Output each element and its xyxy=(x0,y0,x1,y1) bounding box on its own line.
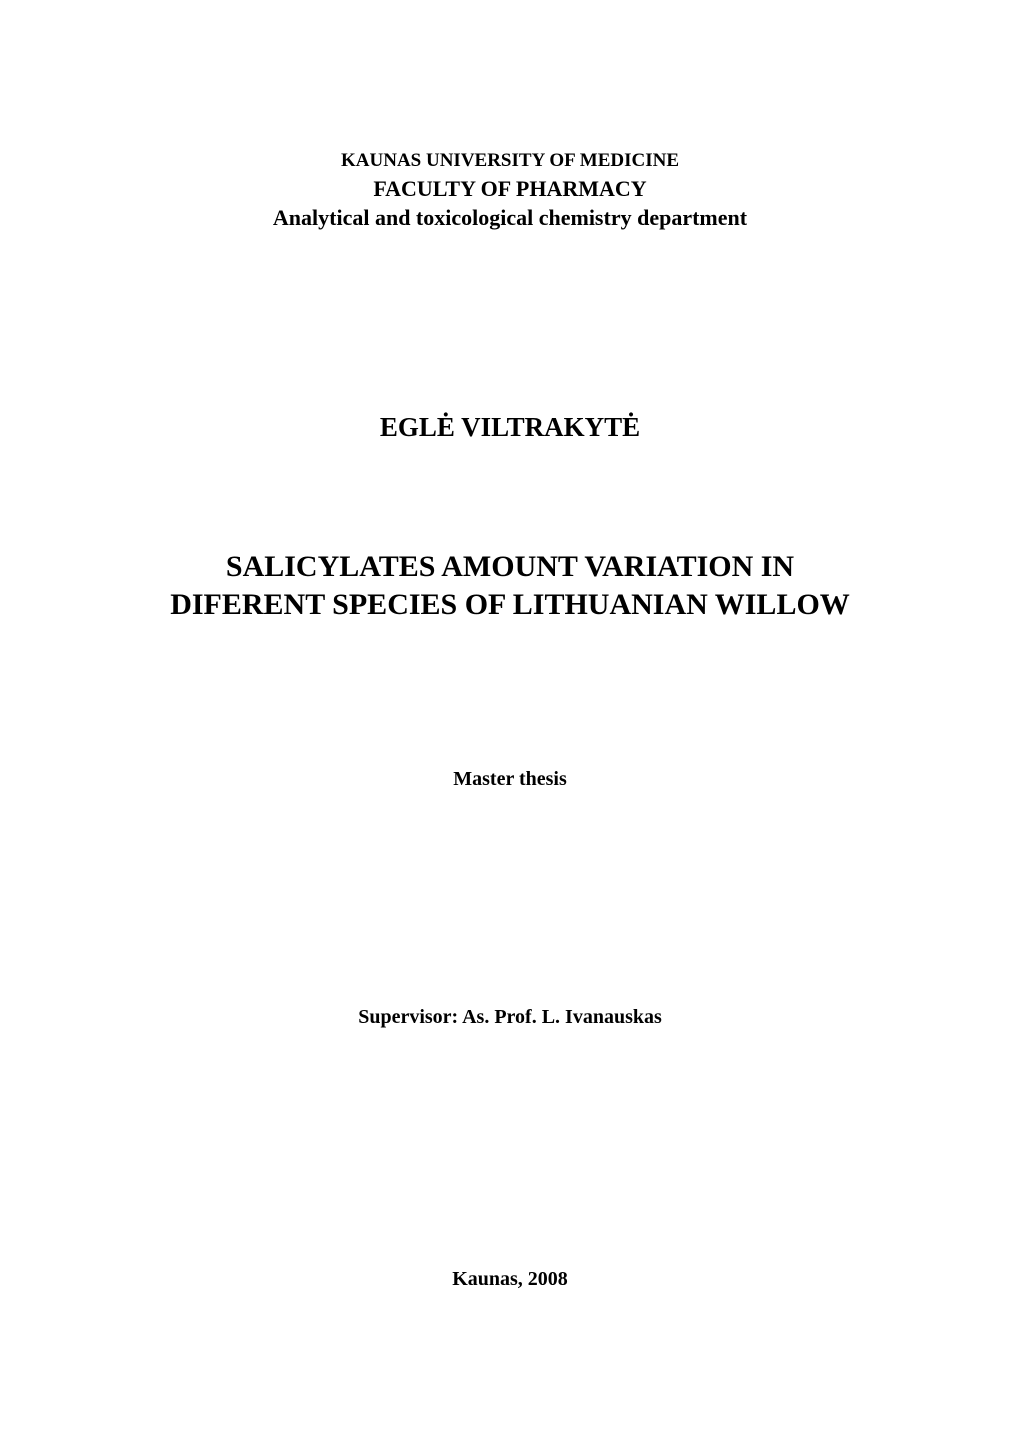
faculty-name: FACULTY OF PHARMACY xyxy=(0,174,1020,204)
supervisor-block: Supervisor: As. Prof. L. Ivanauskas xyxy=(0,1006,1020,1029)
university-name: KAUNAS UNIVERSITY OF MEDICINE xyxy=(0,148,1020,174)
thesis-title-line-1: SALICYLATES AMOUNT VARIATION IN xyxy=(0,548,1020,586)
department-name: Analytical and toxicological chemistry d… xyxy=(0,203,1020,233)
thesis-title-line-2: DIFERENT SPECIES OF LITHUANIAN WILLOW xyxy=(0,586,1020,624)
thesis-title-block: SALICYLATES AMOUNT VARIATION IN DIFERENT… xyxy=(0,548,1020,623)
author-name: EGLĖ VILTRAKYTĖ xyxy=(0,412,1020,443)
footer-block: Kaunas, 2008 xyxy=(0,1268,1020,1291)
supervisor-label: Supervisor: As. Prof. L. Ivanauskas xyxy=(0,1006,1020,1029)
place-year: Kaunas, 2008 xyxy=(0,1268,1020,1291)
institution-block: KAUNAS UNIVERSITY OF MEDICINE FACULTY OF… xyxy=(0,148,1020,233)
document-type: Master thesis xyxy=(0,768,1020,791)
thesis-title-page: KAUNAS UNIVERSITY OF MEDICINE FACULTY OF… xyxy=(0,0,1020,1442)
subtitle-block: Master thesis xyxy=(0,768,1020,791)
author-block: EGLĖ VILTRAKYTĖ xyxy=(0,412,1020,443)
